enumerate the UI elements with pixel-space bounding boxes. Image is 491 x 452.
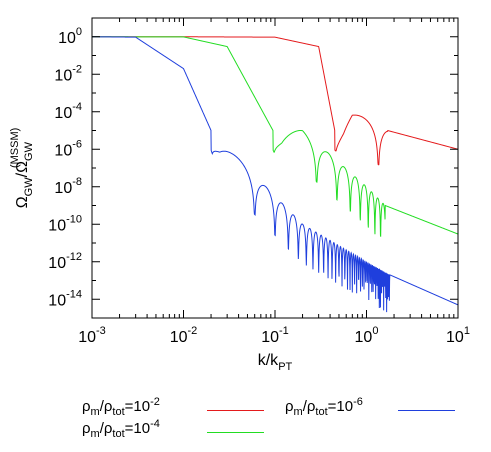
series-line-0 [92, 36, 459, 166]
y-tick-label: 10-12 [48, 251, 82, 272]
legend-line-red [207, 410, 264, 411]
legend-item-green: ρm/ρtot=10-4 [82, 418, 160, 440]
y-tick-label: 10-6 [54, 138, 82, 159]
plot-frame [91, 17, 459, 319]
legend-line-green [207, 432, 264, 433]
y-tick-label: 10-14 [48, 288, 82, 309]
series-line-1 [92, 36, 459, 237]
labels-layer: 10-3 10-2 10-1 100 101 100 10-2 10-4 10-6 10-8 10-… [9, 26, 470, 373]
y-axis-label: ΩGW/ΩGW(MSSM) [9, 128, 35, 209]
y-tick-label: 10-4 [54, 101, 82, 122]
legend-line-blue [398, 410, 455, 411]
legend-item-blue: ρm/ρtot=10-6 [285, 396, 363, 418]
x-tick-label: 10-1 [261, 325, 289, 346]
y-tick-label: 10-8 [54, 176, 82, 197]
y-tick-label: 10-10 [48, 213, 82, 234]
x-tick-label: 10-3 [78, 325, 106, 346]
x-tick-label: 10-2 [170, 325, 198, 346]
x-tick-label: 100 [355, 325, 379, 346]
x-tick-label: 101 [446, 325, 470, 346]
y-tick-label: 10-2 [54, 63, 82, 84]
ticks-layer [91, 18, 459, 318]
series-line-2 [92, 36, 459, 313]
legend-item-red: ρm/ρtot=10-2 [82, 396, 160, 418]
x-axis-label: k/kPT [258, 352, 293, 373]
y-tick-label: 100 [58, 26, 82, 47]
series-layer [92, 36, 459, 313]
